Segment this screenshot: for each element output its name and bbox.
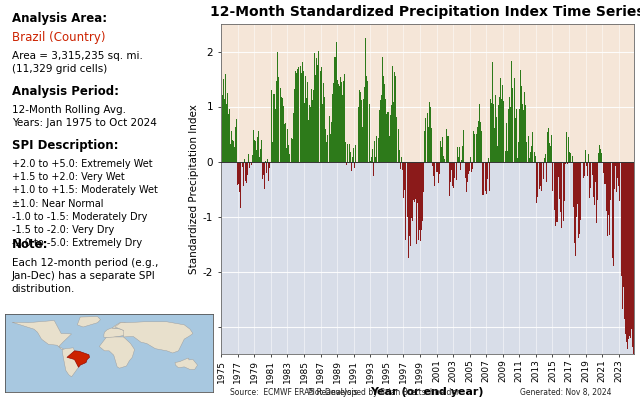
Polygon shape xyxy=(104,328,127,338)
Polygon shape xyxy=(175,358,198,370)
Text: Brazil (Country): Brazil (Country) xyxy=(12,32,105,44)
Text: Analysis Area:: Analysis Area: xyxy=(12,12,107,25)
Polygon shape xyxy=(62,348,90,377)
Polygon shape xyxy=(77,317,100,327)
Text: Area = 3,315,235 sq. mi.
(11,329 grid cells): Area = 3,315,235 sq. mi. (11,329 grid ce… xyxy=(12,51,143,74)
Text: Note:: Note: xyxy=(12,238,48,252)
Text: +2.0 to +5.0: Extremely Wet
+1.5 to +2.0: Very Wet
+1.0 to +1.5: Moderately Wet
: +2.0 to +5.0: Extremely Wet +1.5 to +2.0… xyxy=(12,159,157,248)
Polygon shape xyxy=(67,351,90,367)
Polygon shape xyxy=(99,337,134,368)
Title: 12-Month Standardized Precipitation Index Time Series: 12-Month Standardized Precipitation Inde… xyxy=(210,5,640,19)
Bar xyxy=(221,24,634,162)
Text: Source:  ECMWF ERA5 Reanalysis: Source: ECMWF ERA5 Reanalysis xyxy=(230,388,358,397)
Polygon shape xyxy=(112,322,125,328)
Text: Generated: Nov 8, 2024: Generated: Nov 8, 2024 xyxy=(520,388,611,397)
Text: SPI Description:: SPI Description: xyxy=(12,140,118,152)
Text: Each 12-month period (e.g.,
Jan-Dec) has a separate SPI
distribution.: Each 12-month period (e.g., Jan-Dec) has… xyxy=(12,258,158,294)
Y-axis label: Standardized Precipitation Index: Standardized Precipitation Index xyxy=(189,104,198,274)
Text: 12-Month Rolling Avg.
Years: Jan 1975 to Oct 2024: 12-Month Rolling Avg. Years: Jan 1975 to… xyxy=(12,105,157,128)
Text: Plot Developed by Brian Brettschneider: Plot Developed by Brian Brettschneider xyxy=(308,388,460,397)
X-axis label: Year (or end year): Year (or end year) xyxy=(371,387,484,397)
Bar xyxy=(221,162,634,354)
Polygon shape xyxy=(12,320,72,350)
Polygon shape xyxy=(115,322,193,353)
Text: Analysis Period:: Analysis Period: xyxy=(12,86,118,98)
